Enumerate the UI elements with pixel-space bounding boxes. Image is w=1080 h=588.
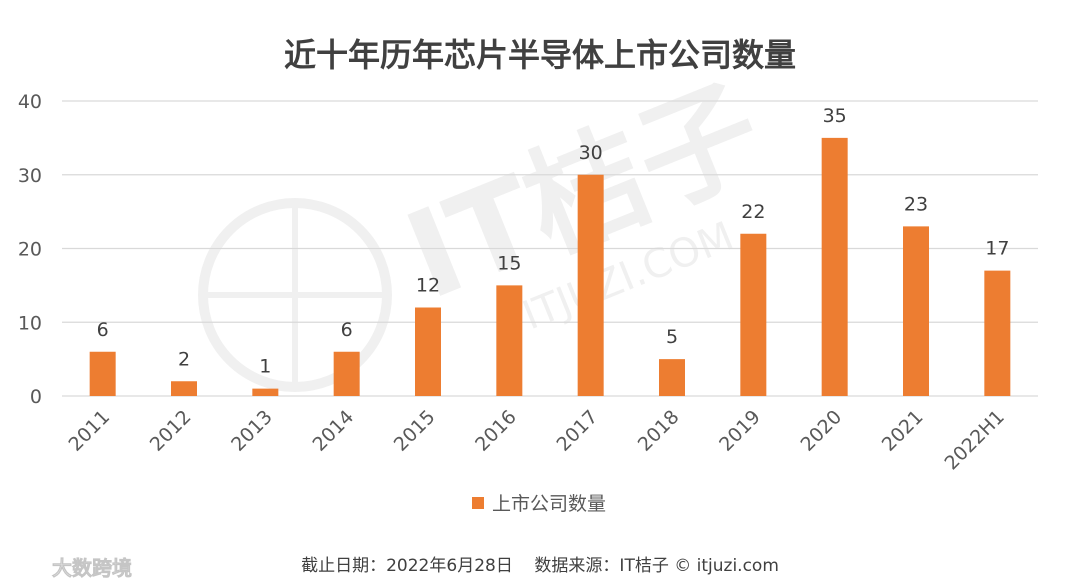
x-tick-label: 2022H1: [940, 406, 1008, 474]
data-labels: 6 2 1 6 12 15 30 5 22 35 23 17: [97, 105, 1010, 378]
data-label-2017: 30: [579, 142, 603, 164]
corner-watermark-text: 大数跨境: [52, 556, 132, 580]
y-axis: 0 10 20 30 40: [18, 91, 42, 408]
x-tick-label: 2013: [227, 406, 277, 456]
x-tick-label: 2011: [64, 406, 114, 456]
y-tick-label: 0: [30, 386, 42, 408]
data-label-2014: 6: [341, 319, 353, 341]
data-label-2021: 23: [904, 193, 928, 215]
bar-2013: [252, 388, 279, 396]
bar-2016: [496, 285, 523, 396]
data-label-2022H1: 17: [985, 238, 1009, 260]
bar-2014: [333, 351, 360, 396]
bar-2019: [740, 233, 767, 396]
legend-swatch: [472, 497, 484, 509]
y-tick-label: 30: [18, 165, 42, 187]
data-label-2012: 2: [178, 348, 190, 370]
footer-source: 截止日期：2022年6月28日 数据来源：IT桔子 © itjuzi.com: [301, 556, 779, 576]
background-watermark: IT桔子 ITJUZI.COM: [198, 61, 781, 392]
bar-2020: [821, 137, 848, 396]
gridlines: [62, 100, 1038, 397]
bars: [89, 137, 1011, 396]
data-label-2013: 1: [259, 356, 271, 378]
x-tick-label: 2020: [796, 406, 846, 456]
x-axis: 2011 2012 2013 2014 2015 2016 2017 2018 2019 2020…: [64, 406, 1008, 474]
bar-2015: [415, 307, 441, 396]
x-tick-label: 2016: [471, 406, 521, 456]
x-tick-label: 2014: [308, 406, 358, 456]
y-tick-label: 10: [18, 312, 42, 334]
x-tick-label: 2017: [552, 406, 602, 456]
x-tick-label: 2019: [715, 406, 765, 456]
x-tick-label: 2018: [634, 406, 684, 456]
x-tick-label: 2012: [146, 406, 196, 456]
bar-2021: [903, 226, 929, 396]
x-tick-label: 2015: [390, 406, 440, 456]
logo-icon: [12, 557, 45, 577]
bar-2011: [89, 351, 116, 396]
data-label-2018: 5: [666, 326, 678, 348]
data-label-2019: 22: [741, 201, 765, 223]
data-label-2011: 6: [97, 319, 109, 341]
bar-2018: [659, 359, 685, 396]
data-label-2015: 12: [416, 275, 440, 297]
y-tick-label: 40: [18, 91, 42, 113]
bar-2012: [171, 381, 197, 396]
legend: 上市公司数量: [472, 493, 606, 515]
corner-watermark: 大数跨境: [12, 556, 132, 580]
bar-2022H1: [984, 270, 1011, 396]
chart-title: 近十年历年芯片半导体上市公司数量: [284, 36, 796, 74]
data-label-2016: 15: [497, 252, 521, 274]
data-label-2020: 35: [823, 105, 847, 127]
legend-label: 上市公司数量: [492, 493, 606, 515]
y-tick-label: 20: [18, 239, 42, 261]
x-tick-label: 2021: [878, 406, 928, 456]
bar-2017: [577, 174, 604, 396]
